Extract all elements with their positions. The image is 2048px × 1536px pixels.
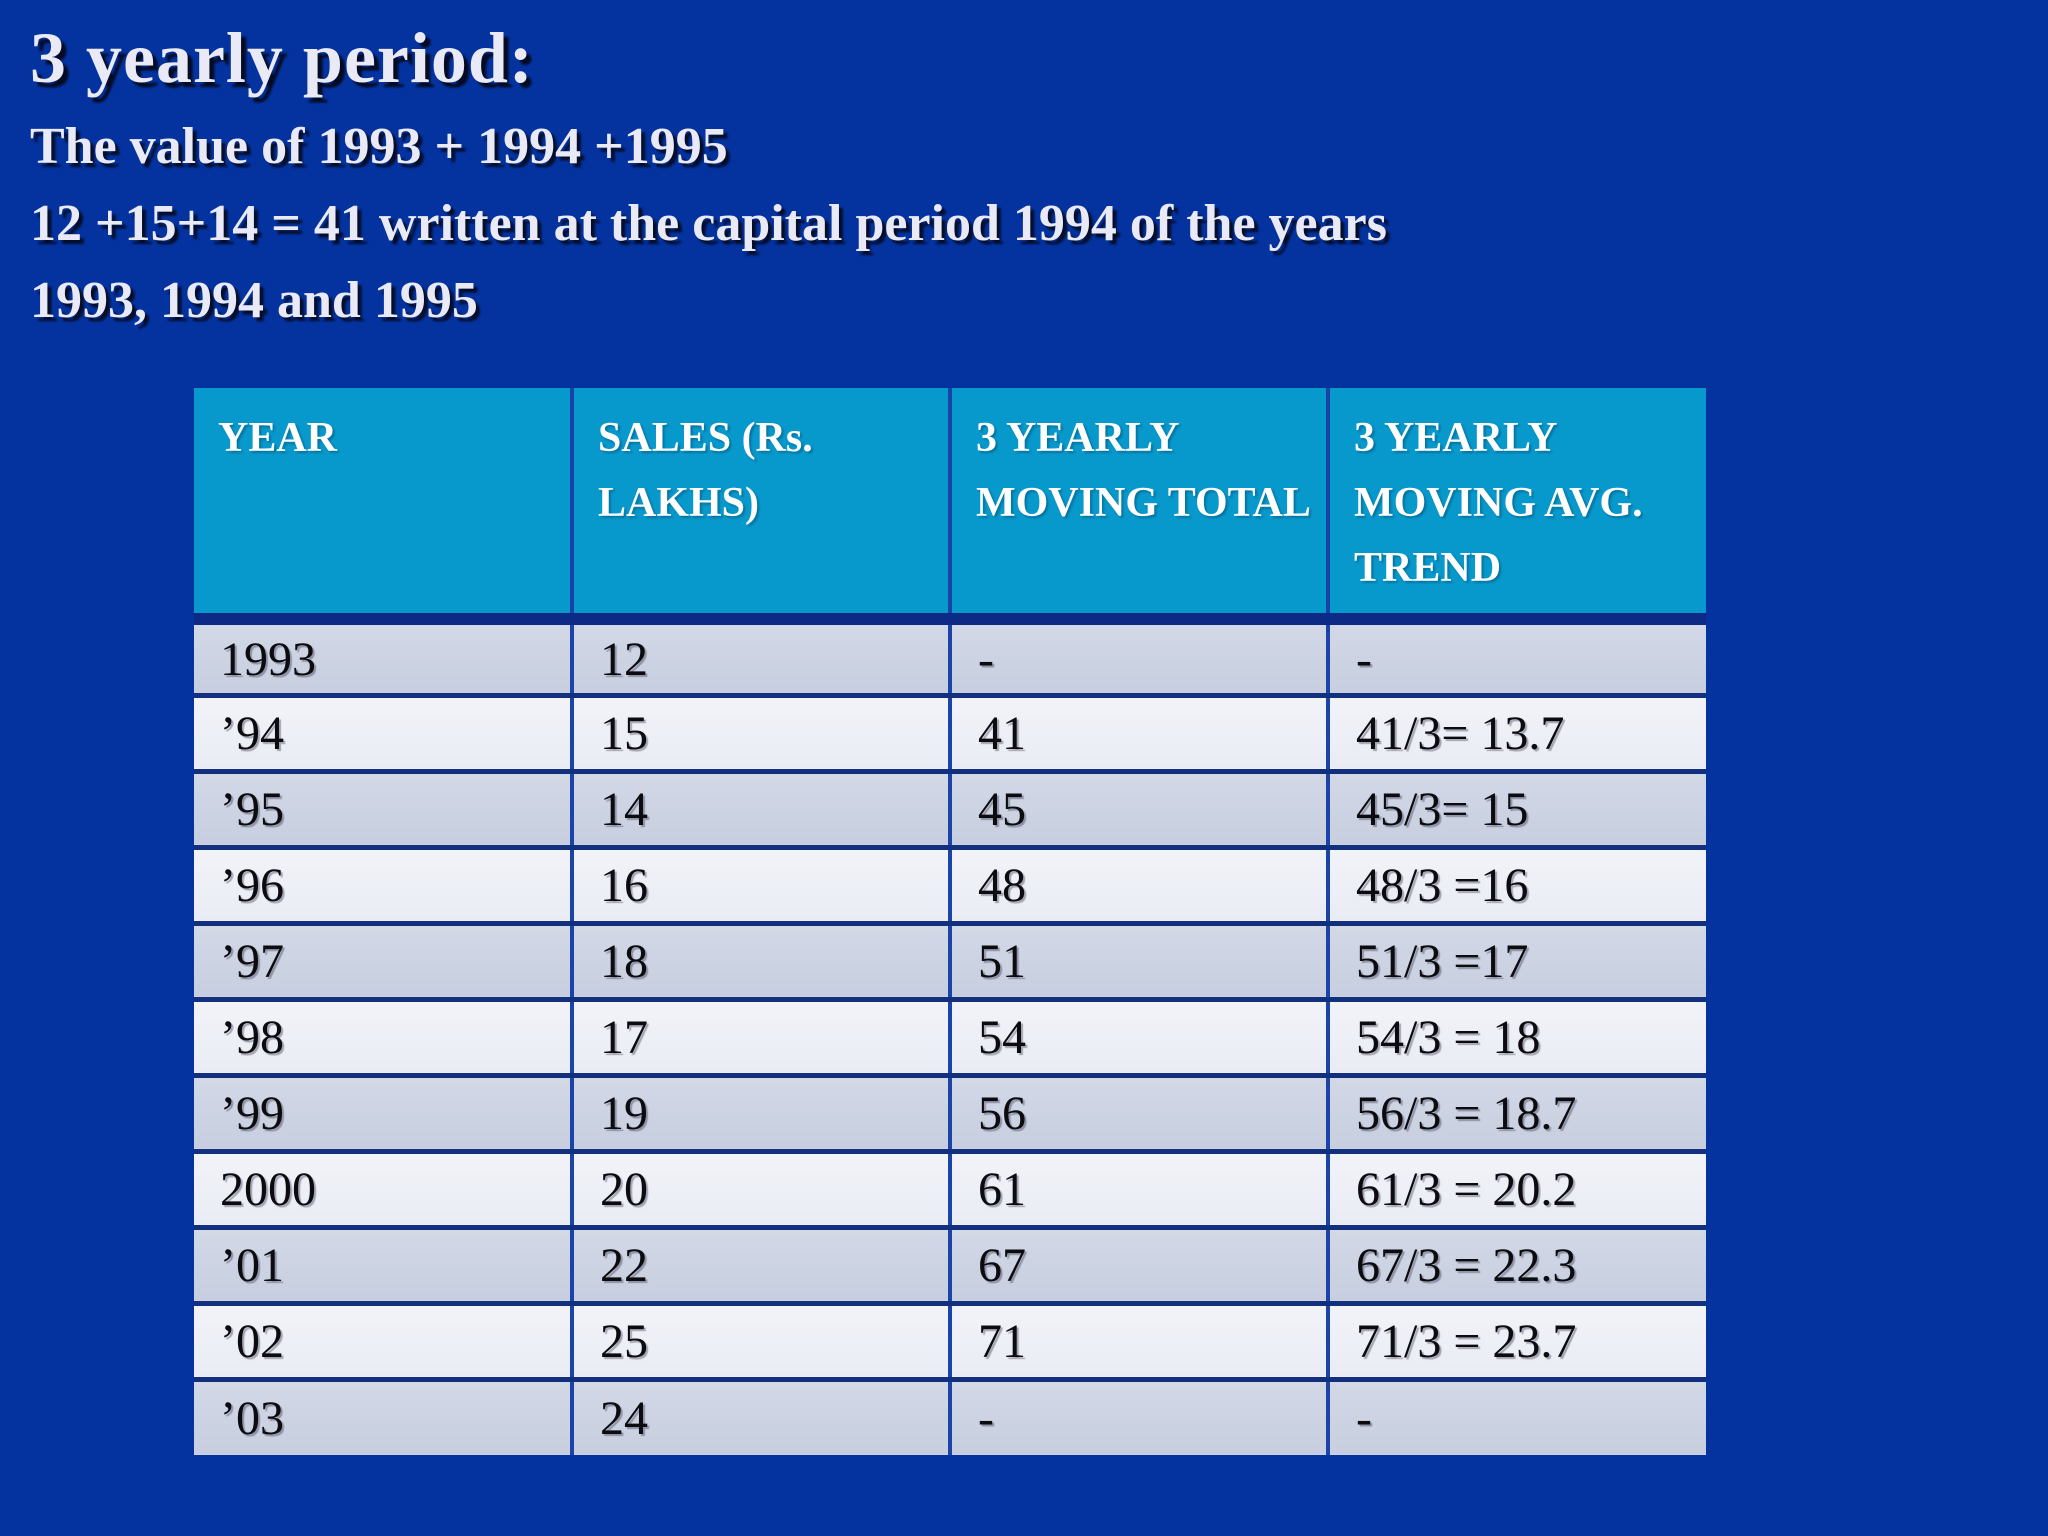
- cell-sales: 17: [570, 996, 952, 1078]
- column-header-moving-avg-trend: 3 YEARLY MOVING AVG. TREND: [1326, 388, 1708, 626]
- cell-moving-total: -: [948, 1376, 1330, 1458]
- slide-text-line-3: 1993, 1994 and 1995: [30, 271, 478, 329]
- cell-sales: 16: [570, 844, 952, 926]
- cell-moving-total: 56: [948, 1072, 1330, 1154]
- table-row: ’03 24 - -: [192, 1376, 1708, 1458]
- cell-moving-total: -: [948, 616, 1330, 698]
- moving-average-table: YEAR SALES (Rs. LAKHS) 3 YEARLY MOVING T…: [192, 388, 1708, 1458]
- cell-moving-total: 48: [948, 844, 1330, 926]
- cell-sales: 24: [570, 1376, 952, 1458]
- cell-moving-total: 51: [948, 920, 1330, 1002]
- slide-text-line-1: The value of 1993 + 1994 +1995: [30, 117, 728, 175]
- column-header-year: YEAR: [192, 388, 574, 626]
- column-header-sales: SALES (Rs. LAKHS): [570, 388, 952, 626]
- cell-moving-avg-trend: 71/3 = 23.7: [1326, 1300, 1708, 1382]
- cell-moving-total: 54: [948, 996, 1330, 1078]
- slide-text-line-2: 12 +15+14 = 41 written at the capital pe…: [30, 194, 1387, 252]
- cell-year: ’98: [192, 996, 574, 1078]
- cell-sales: 14: [570, 768, 952, 850]
- cell-year: ’95: [192, 768, 574, 850]
- cell-year: ’97: [192, 920, 574, 1002]
- cell-moving-avg-trend: 48/3 =16: [1326, 844, 1708, 926]
- cell-year: 2000: [192, 1148, 574, 1230]
- cell-moving-avg-trend: 67/3 = 22.3: [1326, 1224, 1708, 1306]
- cell-sales: 25: [570, 1300, 952, 1382]
- cell-moving-avg-trend: 41/3= 13.7: [1326, 692, 1708, 774]
- cell-year: ’02: [192, 1300, 574, 1382]
- cell-moving-total: 61: [948, 1148, 1330, 1230]
- cell-year: 1993: [192, 616, 574, 698]
- table-row: ’02 25 71 71/3 = 23.7: [192, 1300, 1708, 1382]
- table-row: ’97 18 51 51/3 =17: [192, 920, 1708, 1002]
- cell-year: ’01: [192, 1224, 574, 1306]
- table-row: ’01 22 67 67/3 = 22.3: [192, 1224, 1708, 1306]
- cell-moving-avg-trend: -: [1326, 1376, 1708, 1458]
- cell-year: ’94: [192, 692, 574, 774]
- cell-year: ’03: [192, 1376, 574, 1458]
- cell-moving-avg-trend: 54/3 = 18: [1326, 996, 1708, 1078]
- cell-year: ’99: [192, 1072, 574, 1154]
- table-row: ’99 19 56 56/3 = 18.7: [192, 1072, 1708, 1154]
- table-row: 1993 12 - -: [192, 616, 1708, 698]
- cell-sales: 22: [570, 1224, 952, 1306]
- cell-moving-avg-trend: 56/3 = 18.7: [1326, 1072, 1708, 1154]
- table-row: ’98 17 54 54/3 = 18: [192, 996, 1708, 1078]
- title-block: 3 yearly period: The value of 1993 + 199…: [30, 18, 2020, 339]
- table-header-row: YEAR SALES (Rs. LAKHS) 3 YEARLY MOVING T…: [192, 388, 1708, 626]
- cell-moving-total: 67: [948, 1224, 1330, 1306]
- cell-sales: 18: [570, 920, 952, 1002]
- cell-moving-avg-trend: 51/3 =17: [1326, 920, 1708, 1002]
- table-row: ’94 15 41 41/3= 13.7: [192, 692, 1708, 774]
- cell-moving-total: 41: [948, 692, 1330, 774]
- cell-moving-total: 45: [948, 768, 1330, 850]
- table-row: ’95 14 45 45/3= 15: [192, 768, 1708, 850]
- cell-moving-avg-trend: 45/3= 15: [1326, 768, 1708, 850]
- table-row: ’96 16 48 48/3 =16: [192, 844, 1708, 926]
- cell-moving-avg-trend: 61/3 = 20.2: [1326, 1148, 1708, 1230]
- cell-sales: 20: [570, 1148, 952, 1230]
- cell-moving-avg-trend: -: [1326, 616, 1708, 698]
- column-header-moving-total: 3 YEARLY MOVING TOTAL: [948, 388, 1330, 626]
- cell-moving-total: 71: [948, 1300, 1330, 1382]
- cell-sales: 15: [570, 692, 952, 774]
- table-row: 2000 20 61 61/3 = 20.2: [192, 1148, 1708, 1230]
- cell-sales: 12: [570, 616, 952, 698]
- cell-sales: 19: [570, 1072, 952, 1154]
- slide-title: 3 yearly period:: [30, 18, 534, 98]
- cell-year: ’96: [192, 844, 574, 926]
